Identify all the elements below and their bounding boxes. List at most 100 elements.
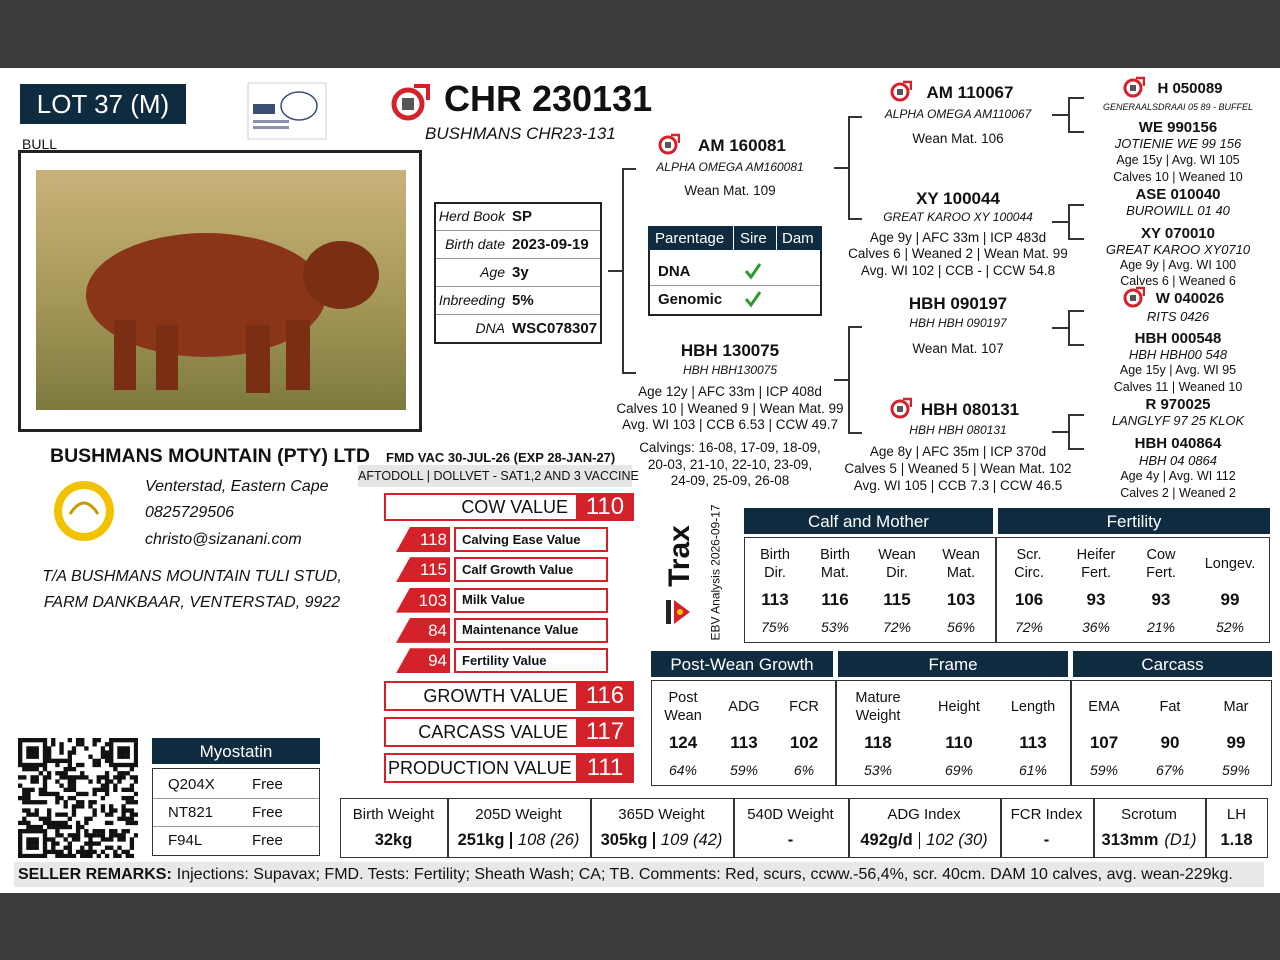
qr-cell (30, 800, 35, 805)
bracket-line (834, 379, 848, 381)
qr-cell (30, 775, 35, 780)
qr-cell (117, 853, 122, 858)
logo-ring (890, 82, 910, 102)
qr-cell (38, 738, 44, 743)
qr-cell (71, 779, 77, 784)
qr-cell (18, 845, 23, 850)
qr-cell (59, 795, 64, 801)
weight-value: 251kg (457, 830, 505, 849)
qr-cell (125, 762, 130, 768)
qr-cell (46, 750, 52, 755)
trait-label: Scr. (1016, 547, 1042, 563)
qr-cell (63, 775, 68, 780)
qr-cell (117, 762, 122, 768)
qr-cell (46, 771, 52, 776)
pedigree-info: Age 15y | Avg. WI 105 (1116, 153, 1240, 167)
qr-cell (67, 816, 72, 821)
qr-cell (71, 746, 77, 751)
weight-label: Scrotum (1121, 805, 1177, 823)
qr-cell (129, 775, 135, 780)
index-value-bar (576, 681, 634, 711)
qr-cell (51, 845, 56, 850)
bracket-line (1068, 414, 1084, 416)
qr-cell (46, 754, 52, 759)
trait-label: Fert. (1081, 565, 1111, 581)
qr-cell (133, 738, 138, 743)
qr-cell (18, 853, 23, 858)
bracket-line (622, 372, 636, 374)
qr-cell (59, 746, 64, 751)
qr-cell (129, 837, 135, 842)
sub-value-box (454, 557, 608, 583)
pedigree-id: HBH 130075 (680, 340, 780, 360)
qr-cell (51, 849, 56, 855)
qr-cell (55, 800, 60, 805)
qr-cell (67, 849, 72, 855)
qr-cell (30, 841, 35, 846)
qr-cell (46, 775, 52, 780)
qr-cell (104, 791, 110, 797)
qr-cell (104, 812, 110, 817)
gt-logo (1123, 286, 1145, 308)
logo-core (897, 89, 903, 95)
pedigree-info: Avg. WI 103 | CCB 6.53 | CCW 49.7 (621, 416, 839, 432)
qr-cell (96, 775, 101, 780)
qr-cell (129, 816, 135, 821)
qr-cell (129, 845, 135, 850)
qr-cell (46, 837, 52, 842)
qr-cell (92, 833, 97, 838)
pedigree-info: Age 9y | Avg. WI 100 (1119, 258, 1237, 272)
trait-value: 99 (1220, 589, 1240, 609)
sub-value-box (454, 527, 608, 552)
qr-cell (67, 824, 72, 830)
trait-label: Mat. (820, 565, 850, 581)
sub-value-label: Milk Value (462, 592, 525, 608)
bracket-line (1068, 97, 1070, 131)
header-sep (733, 226, 734, 250)
parentage-header-label: Parentage (655, 229, 725, 247)
qr-cell (125, 771, 130, 776)
qr-cell (59, 812, 64, 817)
trait-label: Longev. (1204, 556, 1256, 572)
qr-cell (34, 754, 39, 759)
logo-ring (391, 87, 425, 121)
bull-leg (286, 320, 310, 390)
logo-arrow (903, 397, 912, 407)
qr-cell (59, 742, 64, 747)
qr-cell (109, 746, 114, 751)
qr-cell (30, 837, 35, 842)
qr-cell (55, 791, 60, 797)
qr-cell (113, 829, 118, 834)
qr-cell (75, 833, 81, 838)
qr-cell (109, 845, 114, 850)
qr-cell (22, 762, 27, 768)
qr-cell (100, 795, 106, 801)
logo-ring (1123, 288, 1143, 308)
qr-cell (59, 849, 64, 855)
parentage-row-label: DNA (658, 262, 691, 280)
bracket-line (622, 168, 624, 372)
qr-cell (113, 833, 118, 838)
qr-cell (38, 829, 44, 834)
weight-value: 32kg (374, 830, 413, 849)
header-sep (776, 226, 777, 250)
qr-cell (96, 762, 101, 768)
trait-label: Height (938, 699, 980, 715)
logo-ring (890, 399, 910, 419)
pedigree-info: Age 12y | AFC 33m | ICP 408d (638, 383, 822, 399)
row-line (436, 258, 600, 259)
qr-cell (104, 787, 110, 792)
bracket-line (1068, 97, 1084, 99)
qr-cell (75, 800, 81, 805)
qr-cell (80, 762, 85, 768)
weight-detail: 102 (30) (926, 830, 988, 849)
qr-cell (100, 829, 106, 834)
bracket-line (1052, 431, 1068, 433)
qr-cell (71, 766, 77, 772)
qr-cell (26, 812, 31, 817)
qr-cell (42, 837, 48, 842)
qr-cell (75, 738, 81, 743)
trait-value: 118 (864, 732, 892, 752)
qr-cell (92, 791, 97, 797)
sub-value-label: Maintenance Value (462, 622, 579, 638)
